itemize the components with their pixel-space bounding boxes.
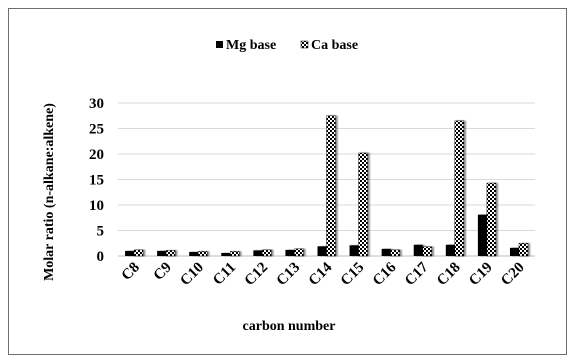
x-tick-label: C11 xyxy=(210,260,239,289)
x-tick-label: C16 xyxy=(370,259,400,289)
bar-ca-base xyxy=(390,249,400,257)
bar-mg-base xyxy=(125,250,135,256)
x-tick-label: C13 xyxy=(274,260,304,290)
bar-mg-base xyxy=(381,248,391,256)
x-tick-label: C12 xyxy=(242,260,272,290)
bar-ca-base xyxy=(422,246,432,257)
x-tick-label: C19 xyxy=(466,260,496,290)
y-tick-labels: 0 5 10 15 20 25 30 xyxy=(89,96,104,265)
bar-ca-base xyxy=(486,182,497,257)
bar-mg-base xyxy=(445,244,455,256)
chart-frame xyxy=(8,8,567,355)
legend-swatch-ca xyxy=(300,40,309,49)
bar-ca-base xyxy=(197,251,208,257)
bar-ca-base xyxy=(230,251,240,257)
bars xyxy=(125,115,529,257)
bar-mg-base xyxy=(509,247,519,256)
bar-mg-base xyxy=(317,246,327,256)
y-tick-label: 0 xyxy=(97,249,105,265)
x-tick-label: C18 xyxy=(434,260,464,290)
bar-mg-base xyxy=(157,250,167,256)
y-tick-label: 30 xyxy=(89,96,104,112)
bar-ca-base xyxy=(518,243,529,257)
bar-ca-base xyxy=(294,248,304,257)
bar-mg-base xyxy=(253,250,263,256)
bar-ca-base xyxy=(454,120,465,257)
x-tick-labels: C8 C9 C10 C11 C12 C13 C14 C15 C16 C17 C18 C19 C20 xyxy=(119,259,528,289)
y-tick-label: 20 xyxy=(89,147,104,163)
bar-ca-base xyxy=(165,250,176,257)
x-tick-label: C15 xyxy=(338,260,368,290)
bar-ca-base xyxy=(326,115,336,257)
x-tick-label: C17 xyxy=(402,259,432,289)
x-tick-label: C10 xyxy=(177,260,207,290)
y-tick-label: 25 xyxy=(89,122,104,138)
x-tick-label: C20 xyxy=(498,260,528,290)
bar-mg-base xyxy=(477,214,487,256)
legend-label-mg: Mg base xyxy=(226,38,276,53)
x-axis-title: carbon number xyxy=(243,319,336,334)
bar-mg-base xyxy=(413,244,423,256)
bar-ca-base xyxy=(262,249,272,257)
bar-mg-base xyxy=(349,245,359,256)
y-tick-label: 10 xyxy=(89,198,104,214)
bar-ca-base xyxy=(358,152,368,257)
y-tick-label: 5 xyxy=(97,224,105,240)
bar-mg-base xyxy=(285,249,295,256)
y-tick-label: 15 xyxy=(89,173,104,189)
legend-label-ca: Ca base xyxy=(311,38,358,53)
bar-ca-base xyxy=(133,249,144,257)
legend: Mg base Ca base xyxy=(216,38,358,53)
x-tick-label: C14 xyxy=(306,259,336,289)
x-tick-label: C9 xyxy=(151,260,175,284)
legend-swatch-mg xyxy=(216,41,223,48)
bar-mg-base xyxy=(189,251,199,256)
x-tick-label: C8 xyxy=(119,260,143,284)
y-axis-title: Molar ratio (n-alkane:alkene) xyxy=(42,103,57,281)
bar-mg-base xyxy=(221,252,231,256)
